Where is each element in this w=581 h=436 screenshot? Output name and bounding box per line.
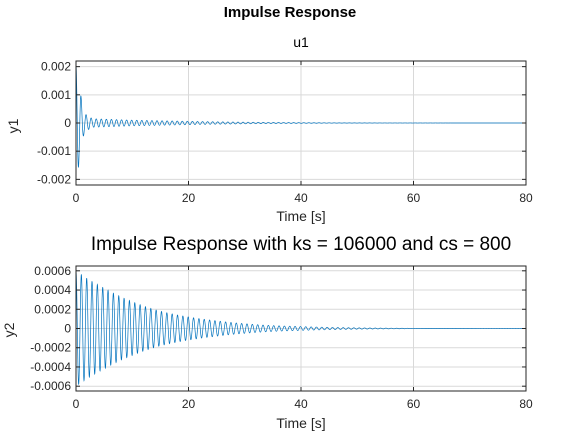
series-line-0 [75,63,526,168]
x-tick-label-0-1: 20 [182,191,196,205]
series-line-1 [75,270,527,386]
x-tick-label-0-0: 0 [73,191,80,205]
y-tick-label-1-3: 0 [64,322,71,336]
y-tick-label-1-5: 0.0004 [34,283,71,297]
y-tick-label-0-4: 0.002 [41,60,71,74]
x-tick-label-0-3: 60 [407,191,421,205]
figure-title: Impulse Response [224,4,357,21]
y-axis-label-y2: y2 [1,322,17,337]
y-tick-label-1-0: -0.0006 [30,379,71,393]
subplot-y2: Impulse Response with ks = 106000 and cs… [1,234,533,431]
y-tick-label-1-6: 0.0006 [34,264,71,278]
y-axis-label-y1: y1 [5,118,21,133]
y-tick-label-1-2: -0.0002 [30,341,71,355]
y-tick-label-1-1: -0.0004 [30,360,71,374]
y-tick-label-0-1: -0.001 [37,144,71,158]
x-tick-label-1-3: 60 [407,397,421,411]
y-tick-label-1-4: 0.0002 [34,302,71,316]
x-tick-label-0-4: 80 [519,191,533,205]
subplot-title-u1: u1 [293,34,309,50]
x-tick-label-0-2: 40 [294,191,308,205]
x-tick-label-1-0: 0 [73,397,80,411]
x-tick-label-1-4: 80 [519,397,533,411]
y-tick-label-0-2: 0 [64,116,71,130]
x-tick-label-1-1: 20 [182,397,196,411]
x-axis-label-time-2: Time [s] [276,415,325,431]
subplot-title-y2: Impulse Response with ks = 106000 and cs… [91,234,511,255]
x-axis-label-time-1: Time [s] [276,208,325,224]
y-tick-label-0-0: -0.002 [37,172,71,186]
subplot-u1: u1 y1 Time [s] 0 20 40 60 80 -0.002 -0.001 0 0.0… [5,34,533,224]
x-tick-label-1-2: 40 [294,397,308,411]
y-tick-label-0-3: 0.001 [41,88,71,102]
